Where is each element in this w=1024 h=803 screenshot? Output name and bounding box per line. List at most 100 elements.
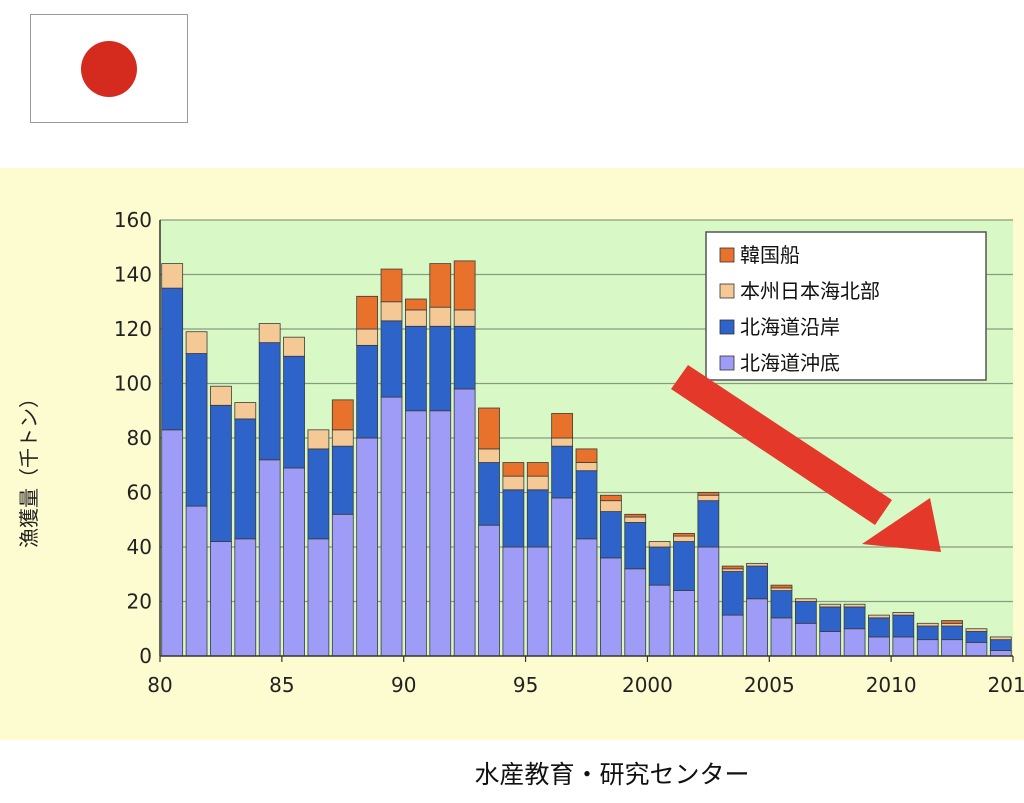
bar-segment [575,470,598,540]
bar-segment [307,538,330,657]
bar-segment [746,562,768,567]
bar-segment [185,505,208,657]
y-tick-label: 0 [139,644,152,668]
bar-segment [965,628,988,632]
y-tick-label: 40 [127,535,152,559]
bar-segment [405,298,427,311]
bar-segment [721,571,744,616]
bar-segment [429,325,452,412]
bar-segment [258,342,281,461]
bar-segment [794,601,817,624]
bar-segment [843,606,866,630]
bar-segment [648,584,671,657]
bar-segment [819,603,842,608]
legend-box [705,231,987,381]
bar-segment [453,260,476,311]
legend-swatch [719,247,735,263]
bar-segment [307,448,330,540]
bar-segment [526,546,549,657]
decline-arrow [671,365,941,552]
legend-label: 北海道沖底 [740,351,840,375]
bar-segment [673,532,695,537]
bar-segment [234,402,257,420]
bar-segment [210,404,232,542]
bar-segment [283,336,305,357]
x-tick-label: 2015 [988,673,1024,697]
bar-segment [989,650,1012,657]
bar-segment [429,410,452,657]
bar-segment [599,557,622,657]
bar-segment [502,475,525,491]
bar-segment [380,301,403,322]
bar-segment [721,568,744,572]
bar-segment [356,295,379,330]
bar-segment [356,437,379,657]
bar-segment [989,639,1012,651]
bar-segment [453,325,476,390]
bar-segment [599,500,622,512]
bar-segment [624,522,647,570]
bar-segment [356,344,379,439]
bar-segment [551,413,574,439]
y-axis-title: 漁獲量（千トン） [17,388,41,548]
bar-segment [526,489,549,548]
bar-segment [989,636,1012,641]
bar-segment [575,462,598,472]
bar-segment [502,546,525,657]
bar-segment [892,636,915,657]
bar-segment [258,459,281,657]
bar-segment [624,516,647,523]
bar-segment [941,625,963,641]
bar-segment [283,355,305,469]
bar-segment [161,287,184,431]
bar-segment [331,429,354,447]
x-tick-label: 80 [147,673,172,697]
x-tick-label: 95 [513,673,538,697]
legend-label: 北海道沿岸 [740,315,840,339]
y-tick-label: 100 [114,372,152,396]
bar-segment [673,535,695,542]
bar-segment [551,445,574,499]
bar-segment [868,617,890,638]
bar-segment [941,622,963,627]
y-tick-label: 80 [127,426,152,450]
bar-segment [405,410,427,657]
bar-segment [770,590,793,619]
bar-segment [965,641,988,657]
bar-segment [405,309,427,327]
bar-segment [307,429,330,450]
y-tick-label: 160 [114,208,152,232]
bar-segment [746,598,768,657]
bar-segment [551,497,574,657]
bar-segment [746,565,768,600]
bar-segment [819,606,842,632]
bar-segment [697,500,720,548]
bar-segment [210,541,232,657]
bar-segment [892,611,915,616]
x-tick-label: 2000 [622,673,673,697]
bar-segment [551,437,574,447]
arrow-shaft [671,365,892,525]
bar-segment [502,489,525,548]
bar-segment [478,524,500,657]
legend-swatch [719,355,735,371]
y-tick-label: 140 [114,263,152,287]
bar-segment [234,538,257,657]
bar-segment [941,639,963,657]
bar-segment [916,622,939,627]
bar-segment [916,639,939,657]
legend-label: 本州日本海北部 [740,279,880,303]
bar-segment [892,614,915,638]
legend-swatch [719,319,735,335]
bar-segment [453,309,476,327]
bar-segment [868,636,890,657]
japan-flag-icon [30,14,188,123]
bar-segment [575,448,598,463]
bar-segment [283,467,305,657]
bar-segment [843,603,866,608]
bar-segment [624,513,647,518]
bar-segment [697,546,720,657]
bar-segment [453,388,476,657]
bar-segment [916,625,939,641]
bar-segment [770,617,793,657]
